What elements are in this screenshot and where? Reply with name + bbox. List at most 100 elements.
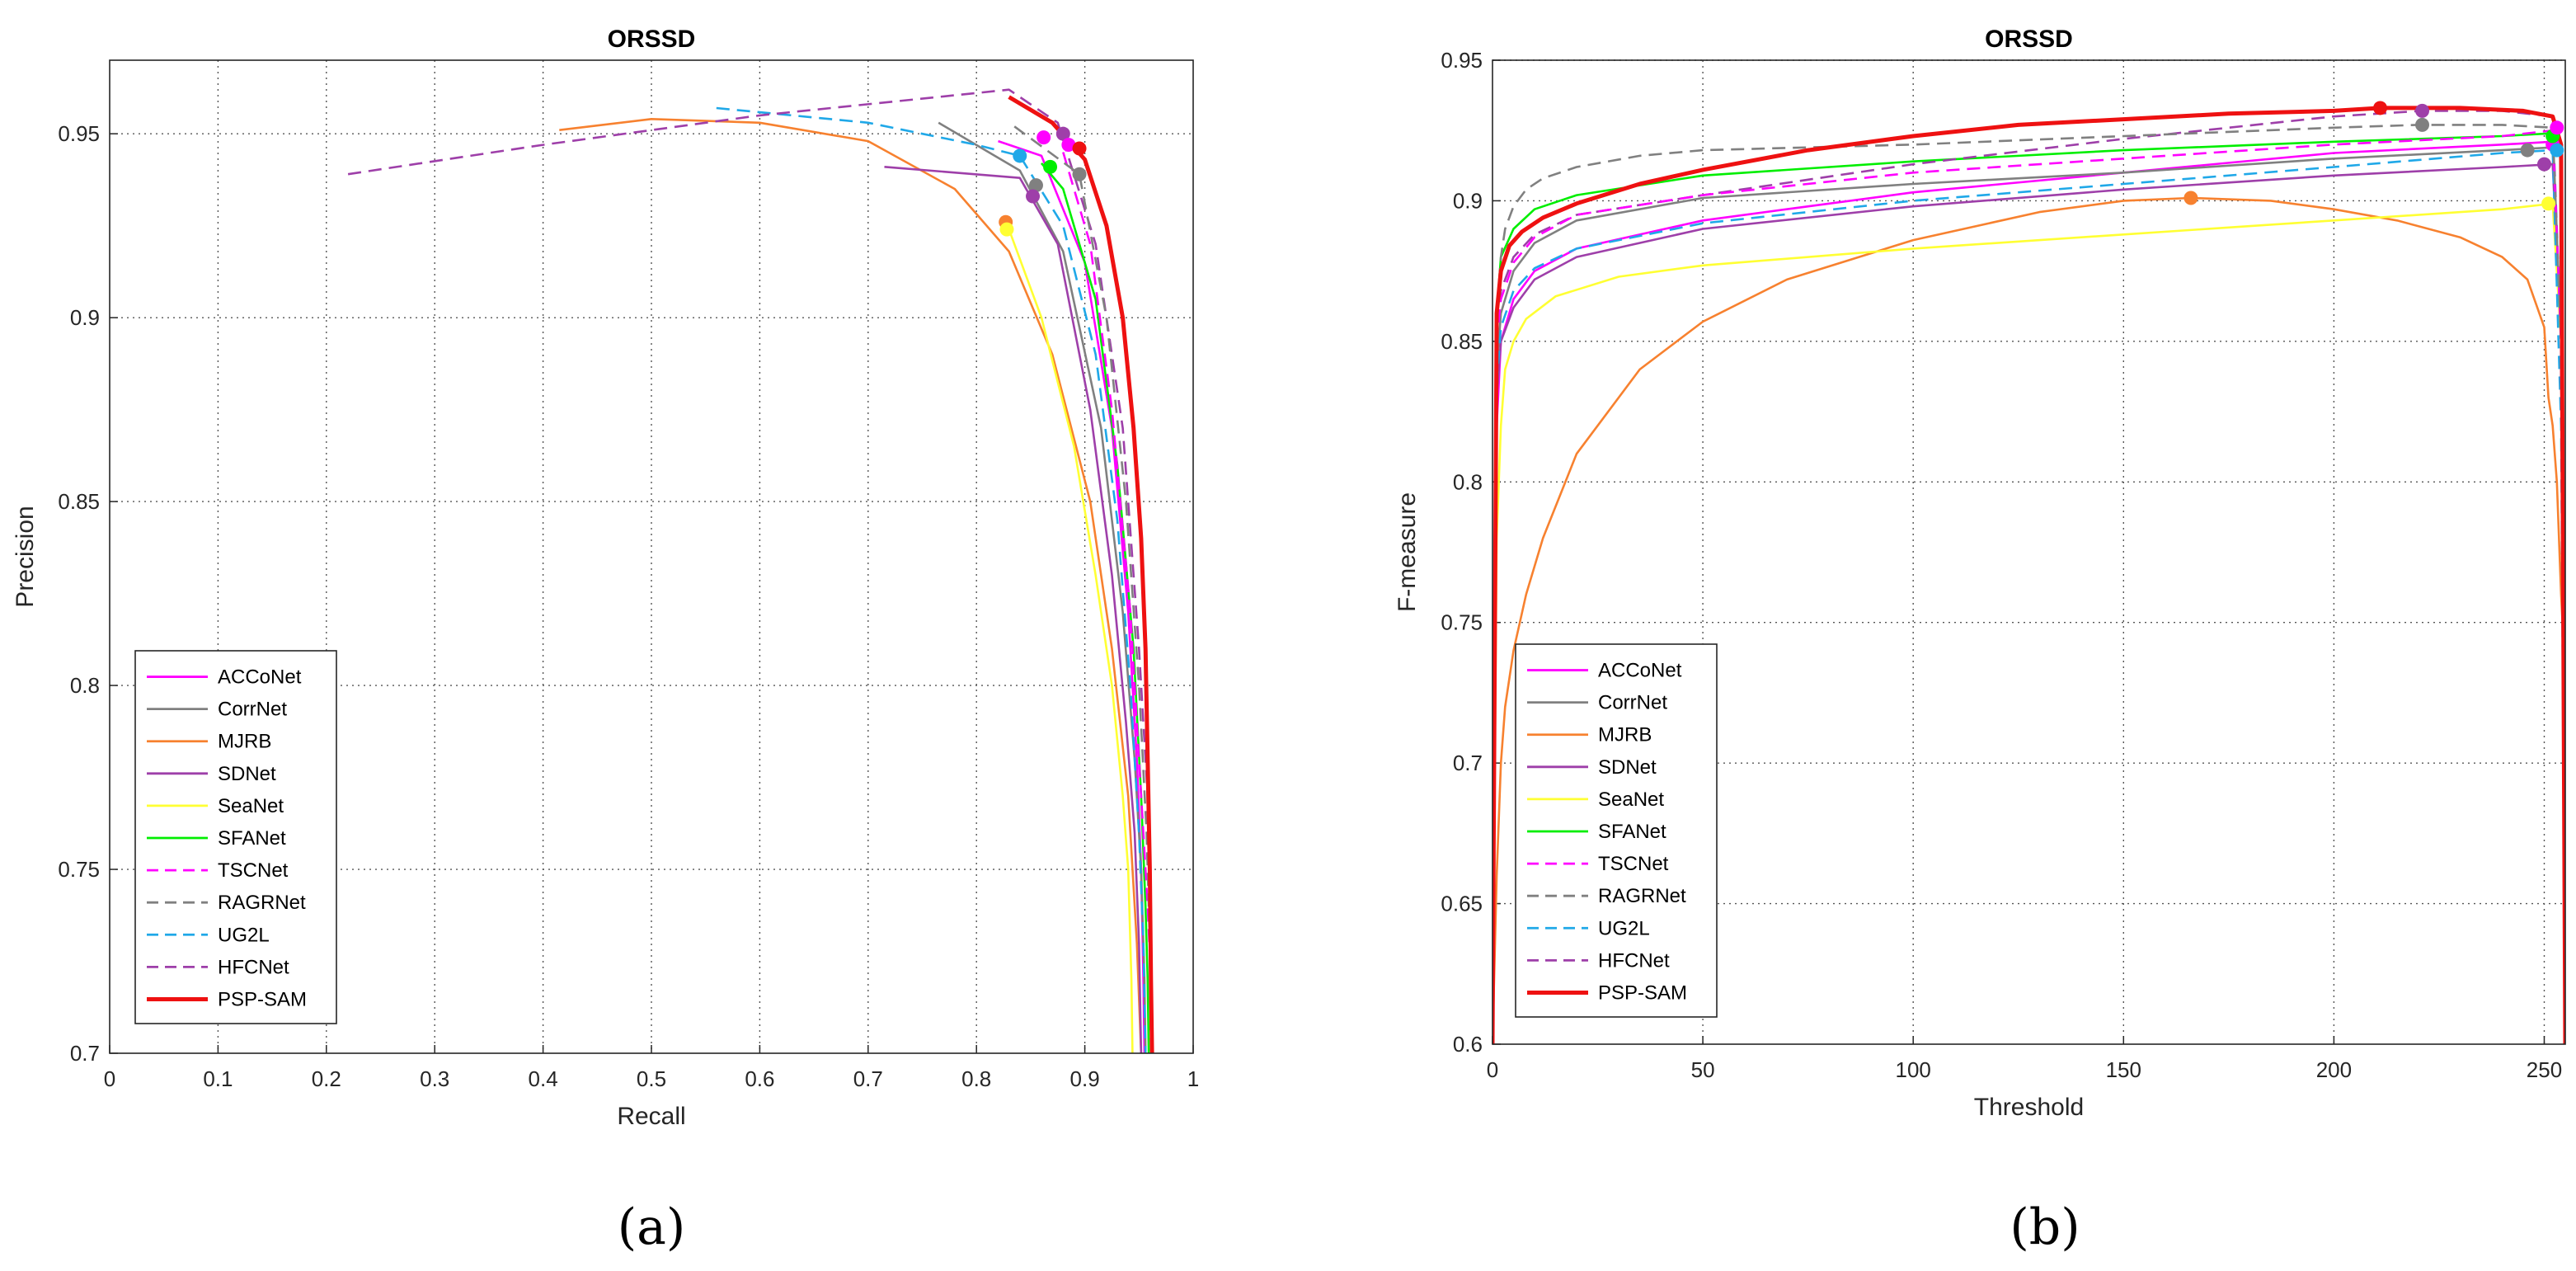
chart-1-legend-label-sfanet: SFANet xyxy=(1598,821,1666,843)
chart-1-series-line-mjrb xyxy=(1492,196,2565,1044)
chart-0-marker-hfcnet xyxy=(1055,126,1070,141)
chart-0-y-tick-label: 0.9 xyxy=(70,305,100,330)
chart-0-marker-psp-sam xyxy=(1072,141,1087,156)
chart-0-series-line-ug2l xyxy=(716,106,1147,1053)
chart-1-marker-mjrb xyxy=(2183,191,2198,205)
chart-1-series-group xyxy=(1492,101,2565,1044)
chart-0-marker-corrnet xyxy=(1028,178,1043,193)
chart-1-legend: ACCoNet CorrNet MJRB SDNet SeaNet SFANet TSCNe… xyxy=(1515,643,1718,1018)
chart-0-marker-ug2l xyxy=(1013,148,1027,163)
chart-0-y-axis-label: Precision xyxy=(12,506,39,607)
chart-1-series-line-hfcnet xyxy=(1492,110,2565,1044)
chart-1-legend-label-tscnet: TSCNet xyxy=(1598,853,1669,875)
chart-1-x-tick-label: 200 xyxy=(2316,1057,2352,1082)
chart-1-marker-ug2l xyxy=(2550,143,2564,158)
chart-b: 0 50 100 150 200 250 0.6 0.65 0.7 0.75 0.8 0.85 0.9 0… xyxy=(1394,26,2566,1121)
chart-1-marker-hfcnet xyxy=(2415,103,2430,118)
chart-1-x-axis-label: Threshold xyxy=(1974,1094,2084,1121)
chart-0-x-tick-label: 0.5 xyxy=(637,1066,666,1091)
chart-0-legend-label-ragrnet: RAGRNet xyxy=(218,892,306,914)
chart-1-y-tick-label: 0.8 xyxy=(1453,469,1483,494)
chart-0-x-tick-label: 0.6 xyxy=(745,1066,774,1091)
chart-1-y-tick-label: 0.9 xyxy=(1453,188,1483,213)
chart-0-series-line-seanet xyxy=(1008,228,1134,1053)
chart-1-series-line-psp-sam xyxy=(1492,106,2565,1044)
chart-1-series-line-ug2l xyxy=(1492,148,2565,1044)
chart-1-marker-corrnet xyxy=(2520,143,2535,158)
chart-1-y-tick-label: 0.85 xyxy=(1441,329,1483,354)
panel-label-b: (b) xyxy=(2010,1198,2080,1256)
chart-1-legend-label-corrnet: CorrNet xyxy=(1598,692,1667,714)
chart-0-legend-label-hfcnet: HFCNet xyxy=(218,956,289,978)
chart-0-legend-label-sdnet: SDNet xyxy=(218,763,276,785)
chart-1-title: ORSSD xyxy=(1985,26,2073,53)
chart-0-x-tick-label: 0.9 xyxy=(1070,1066,1100,1091)
chart-1-legend-label-mjrb: MJRB xyxy=(1598,724,1652,746)
chart-1-legend-label-psp-sam: PSP-SAM xyxy=(1598,981,1687,1004)
chart-0-y-tick-label: 0.8 xyxy=(70,673,100,698)
chart-0-legend-label-seanet: SeaNet xyxy=(218,795,284,817)
chart-1-x-tick-label: 250 xyxy=(2527,1057,2562,1082)
chart-0-x-tick-label: 0.8 xyxy=(961,1066,991,1091)
chart-1-axes-box xyxy=(1492,59,2566,1045)
chart-0-x-tick-label: 0.2 xyxy=(312,1066,341,1091)
chart-1-series-line-sfanet xyxy=(1492,132,2565,1044)
chart-0-x-tick-label: 0.4 xyxy=(529,1066,558,1091)
panel-label-a: (a) xyxy=(618,1198,686,1256)
chart-0-x-axis-label: Recall xyxy=(617,1103,685,1130)
chart-1-x-tick-label: 150 xyxy=(2106,1057,2141,1082)
chart-0-legend-label-sfanet: SFANet xyxy=(218,827,286,850)
chart-1-legend-label-seanet: SeaNet xyxy=(1598,788,1664,811)
chart-1-series-line-corrnet xyxy=(1492,146,2565,1044)
chart-0-x-tick-label: 0.1 xyxy=(203,1066,233,1091)
chart-1-y-tick-label: 0.95 xyxy=(1441,48,1483,73)
chart-a: 0 0.1 0.2 0.3 0.4 0.5 0.6 0.7 0.8 0.9 1 0.7 0.75 0.8 0… xyxy=(12,26,1199,1130)
chart-0-y-tick-label: 0.85 xyxy=(58,489,100,514)
chart-1-marker-tscnet xyxy=(2550,120,2564,135)
chart-1-y-tick-label: 0.7 xyxy=(1453,751,1483,775)
chart-0-series-group xyxy=(347,88,1154,1053)
chart-1-legend-label-sdnet: SDNet xyxy=(1598,756,1657,779)
chart-0-y-tick-label: 0.95 xyxy=(58,121,100,146)
chart-1-legend-label-ug2l: UG2L xyxy=(1598,917,1650,939)
chart-1-legend-label-hfcnet: HFCNet xyxy=(1598,949,1670,972)
chart-0-legend-label-tscnet: TSCNet xyxy=(218,859,289,882)
chart-0-x-tick-label: 0 xyxy=(104,1066,115,1091)
chart-1-y-axis-label: F-measure xyxy=(1394,492,1421,612)
chart-1-marker-psp-sam xyxy=(2373,101,2388,115)
chart-0-legend-label-acconet: ACCoNet xyxy=(218,666,302,689)
chart-1-marker-seanet xyxy=(2541,196,2556,211)
chart-0-y-tick-label: 0.75 xyxy=(58,857,100,882)
chart-1-y-tick-label: 0.6 xyxy=(1453,1032,1483,1057)
chart-1-series-line-ragrnet xyxy=(1492,124,2565,1044)
chart-0-marker-sfanet xyxy=(1043,159,1058,174)
chart-1-x-tick-label: 100 xyxy=(1896,1057,1931,1082)
chart-0-marker-seanet xyxy=(999,222,1014,237)
chart-0-marker-ragrnet xyxy=(1072,167,1087,181)
chart-1-y-tick-label: 0.65 xyxy=(1441,892,1483,916)
chart-0-series-line-mjrb xyxy=(559,118,1143,1053)
chart-0-legend-label-mjrb: MJRB xyxy=(218,731,271,753)
chart-0-series-line-tscnet xyxy=(1062,152,1154,1053)
chart-1-marker-ragrnet xyxy=(2415,117,2430,132)
chart-1-y-tick-label: 0.75 xyxy=(1441,610,1483,635)
chart-0-legend-label-psp-sam: PSP-SAM xyxy=(218,988,307,1010)
chart-0-axes-box xyxy=(109,59,1194,1054)
chart-0-legend-label-ug2l: UG2L xyxy=(218,924,270,946)
chart-0-legend-label-corrnet: CorrNet xyxy=(218,699,287,721)
chart-0-y-tick-label: 0.7 xyxy=(70,1041,100,1066)
chart-0-marker-acconet xyxy=(1037,130,1051,145)
chart-0-title: ORSSD xyxy=(608,26,696,53)
chart-0-x-tick-label: 0.7 xyxy=(853,1066,883,1091)
chart-0-marker-tscnet xyxy=(1061,138,1076,153)
chart-1-x-tick-label: 50 xyxy=(1691,1057,1715,1082)
chart-0-marker-sdnet xyxy=(1026,189,1041,204)
chart-1-marker-sdnet xyxy=(2536,157,2551,172)
chart-1-series-line-tscnet xyxy=(1492,129,2565,1044)
chart-0-legend: ACCoNet CorrNet MJRB SDNet SeaNet SFANet TSCNe… xyxy=(134,650,337,1024)
chart-1-legend-label-acconet: ACCoNet xyxy=(1598,660,1682,682)
chart-0-x-tick-label: 1 xyxy=(1187,1066,1199,1091)
chart-1-legend-label-ragrnet: RAGRNet xyxy=(1598,885,1686,907)
chart-0-x-tick-label: 0.3 xyxy=(420,1066,449,1091)
